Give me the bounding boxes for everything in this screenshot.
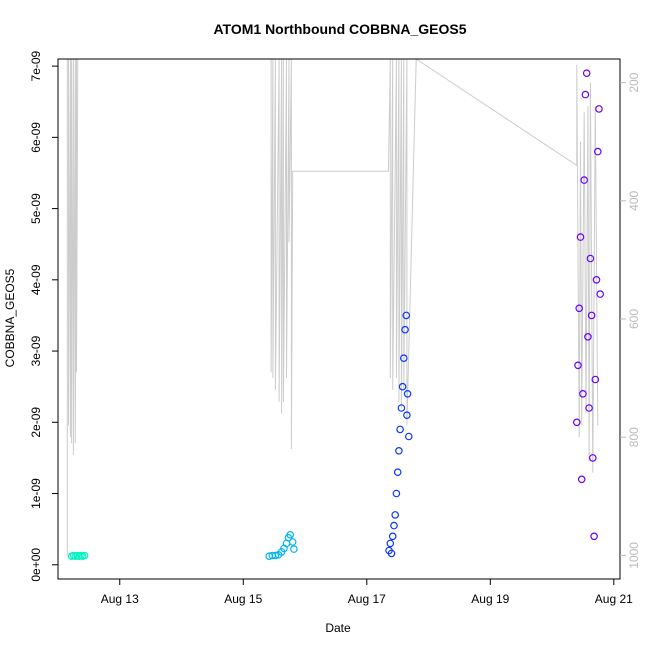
data-point	[392, 489, 401, 498]
data-point	[290, 545, 298, 553]
y2-tick-label: 600	[627, 309, 641, 329]
y-axis-label: COBBNA_GEOS5	[3, 268, 17, 367]
data-point	[588, 454, 597, 462]
data-point	[398, 382, 407, 391]
data-point	[585, 404, 593, 412]
altitude-trace-line	[66, 58, 599, 556]
data-point	[399, 354, 408, 363]
altitude-trace	[66, 58, 599, 556]
data-point	[401, 325, 409, 334]
data-point	[403, 411, 411, 420]
x-tick-label: Aug 17	[348, 592, 386, 606]
data-point	[390, 521, 398, 530]
y2-tick-label: 400	[627, 190, 641, 210]
data-point	[576, 233, 585, 241]
data-points	[67, 69, 605, 561]
data-point	[590, 532, 598, 541]
y2-tick-label: 200	[627, 72, 641, 92]
data-point	[593, 147, 602, 156]
data-point	[584, 332, 592, 341]
y-tick-label: 2e-09	[29, 407, 43, 438]
data-point	[587, 311, 596, 320]
data-point	[580, 176, 589, 184]
data-point	[595, 105, 603, 113]
y-axis: 0e+00 1e-09 2e-09 3e-09 4e-09 5e-09 6e-09 7e-09	[29, 50, 58, 582]
y-tick-label: 3e-09	[29, 335, 43, 366]
x-tick-label: Aug 19	[471, 592, 509, 606]
y2-tick-label: 1000	[627, 542, 641, 569]
data-point	[581, 90, 590, 99]
plot-frame	[57, 58, 621, 580]
data-point	[591, 375, 600, 384]
y-tick-label: 4e-09	[29, 264, 43, 295]
data-point	[574, 361, 582, 370]
data-point	[577, 475, 586, 484]
data-point	[80, 551, 89, 560]
data-point	[386, 539, 395, 548]
data-point	[387, 549, 396, 558]
x-tick-label: Aug 15	[224, 592, 262, 606]
data-point	[396, 425, 404, 434]
data-point	[286, 530, 295, 539]
y-tick-label: 6e-09	[29, 122, 43, 153]
x-tick-label: Aug 13	[101, 592, 139, 606]
data-point	[572, 418, 581, 427]
y-tick-label: 0e+00	[29, 548, 43, 582]
data-point	[403, 389, 412, 398]
y-tick-label: 7e-09	[29, 50, 43, 81]
data-point	[395, 446, 403, 455]
data-point	[579, 389, 587, 398]
data-point	[397, 404, 406, 412]
y-tick-label: 1e-09	[29, 478, 43, 509]
data-point	[586, 254, 595, 263]
data-point	[592, 275, 601, 284]
data-point	[271, 551, 280, 560]
y-tick-label: 5e-09	[29, 193, 43, 224]
data-point	[391, 511, 400, 519]
x-axis-label: Date	[325, 621, 351, 635]
x-axis: Aug 13 Aug 15 Aug 17 Aug 19 Aug 21	[101, 578, 633, 606]
chart-title: ATOM1 Northbound COBBNA_GEOS5	[213, 21, 466, 37]
data-point	[388, 532, 397, 541]
data-point	[582, 69, 591, 78]
data-point	[402, 311, 411, 320]
data-point	[288, 538, 297, 546]
data-point	[404, 432, 413, 441]
y2-tick-label: 800	[627, 427, 641, 447]
x-tick-label: Aug 21	[595, 592, 633, 606]
data-point	[393, 468, 402, 477]
data-point	[575, 304, 584, 313]
secondary-y-axis: 200 400 600 800 1000	[620, 72, 641, 569]
data-point	[596, 290, 605, 298]
